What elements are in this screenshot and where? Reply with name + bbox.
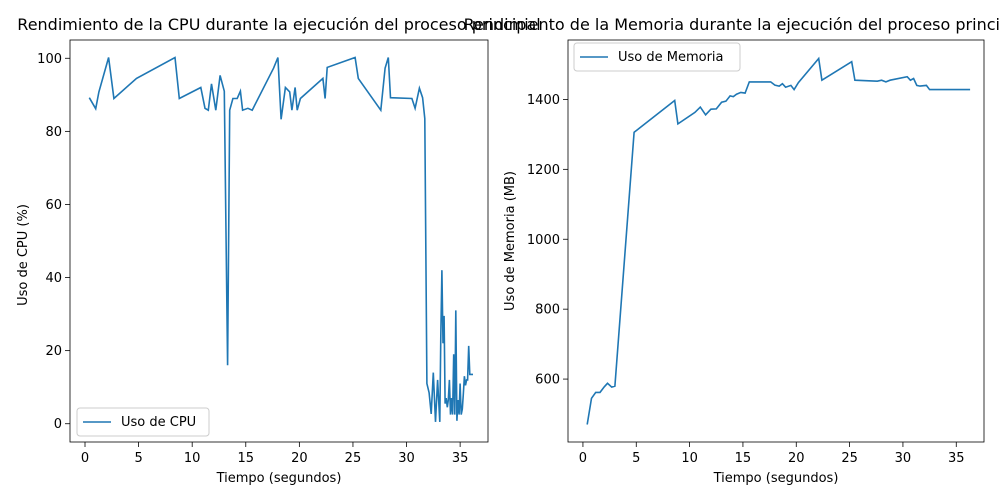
cpu-legend-box — [76, 407, 210, 437]
cpu-y-tick-label: 80 — [45, 125, 62, 140]
cpu-x-tick-label: 30 — [398, 451, 415, 466]
cpu-x-tick-label: 5 — [134, 451, 142, 466]
memory-x-tick-label: 20 — [788, 451, 805, 466]
memory-x-tick-label: 0 — [579, 451, 587, 466]
cpu-x-tick-label: 25 — [345, 451, 362, 466]
cpu-series-line — [88, 56, 473, 422]
cpu-x-tick-label: 0 — [81, 451, 89, 466]
cpu-y-tick-label: 40 — [45, 271, 62, 286]
memory-legend: Uso de Memoria — [573, 42, 741, 72]
memory-y-axis-label: Uso de Memoria (MB) — [503, 171, 518, 311]
memory-plot-frame — [567, 39, 985, 443]
memory-x-ticks: 0 5 10 15 20 25 30 35 — [579, 442, 965, 466]
memory-chart-title: Rendimiento de la Memoria durante la eje… — [464, 15, 1000, 34]
memory-y-tick-label: 1000 — [527, 233, 560, 248]
memory-y-ticks: 600 800 1000 1200 1400 — [527, 93, 568, 388]
cpu-x-tick-label: 20 — [291, 451, 308, 466]
memory-x-tick-label: 25 — [841, 451, 858, 466]
cpu-y-tick-label: 60 — [45, 198, 62, 213]
memory-x-tick-label: 30 — [895, 451, 912, 466]
cpu-x-tick-label: 35 — [452, 451, 469, 466]
cpu-legend-label: Uso de CPU — [121, 415, 196, 430]
memory-chart: Rendimiento de la Memoria durante la eje… — [464, 15, 1000, 486]
memory-legend-label: Uso de Memoria — [618, 50, 724, 65]
cpu-legend: Uso de CPU — [76, 407, 210, 437]
memory-y-tick-label: 1200 — [527, 163, 560, 178]
memory-x-tick-label: 10 — [681, 451, 698, 466]
cpu-x-tick-label: 15 — [238, 451, 255, 466]
cpu-y-tick-label: 20 — [45, 344, 62, 359]
cpu-chart-title: Rendimiento de la CPU durante la ejecuci… — [17, 15, 540, 34]
memory-x-tick-label: 15 — [735, 451, 752, 466]
memory-x-tick-label: 35 — [948, 451, 965, 466]
cpu-x-ticks: 0 5 10 15 20 25 30 35 — [81, 442, 469, 466]
memory-series-line — [586, 56, 971, 425]
cpu-y-tick-label: 0 — [54, 417, 62, 432]
cpu-x-axis-label: Tiempo (segundos) — [216, 471, 342, 486]
cpu-chart: Rendimiento de la CPU durante la ejecuci… — [16, 15, 541, 486]
cpu-y-ticks: 0 20 40 60 80 100 — [37, 52, 70, 432]
cpu-y-tick-label: 100 — [37, 52, 62, 67]
cpu-y-axis-label: Uso de CPU (%) — [16, 204, 31, 306]
memory-x-tick-label: 5 — [632, 451, 640, 466]
memory-y-tick-label: 600 — [535, 373, 560, 388]
memory-y-tick-label: 1400 — [527, 93, 560, 108]
cpu-x-tick-label: 10 — [184, 451, 201, 466]
memory-legend-box — [573, 42, 741, 72]
cpu-plot-frame — [69, 39, 489, 443]
memory-x-axis-label: Tiempo (segundos) — [713, 471, 839, 486]
memory-y-tick-label: 800 — [535, 303, 560, 318]
